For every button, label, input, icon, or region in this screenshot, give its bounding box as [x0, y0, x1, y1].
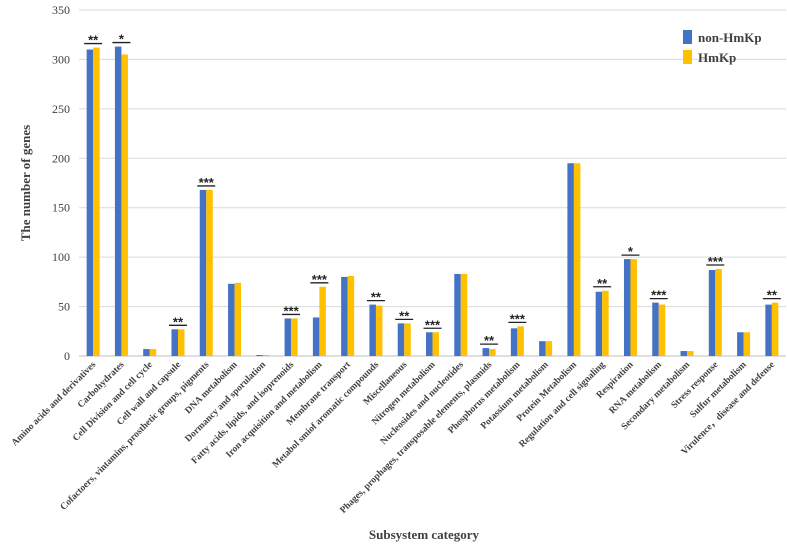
bar-non-hmkp: [86, 49, 94, 357]
bar-hmkp: [517, 326, 524, 356]
significance-label: **: [371, 290, 382, 305]
significance-label: **: [399, 308, 410, 323]
bar-hmkp: [545, 341, 553, 356]
bar-non-hmkp: [397, 323, 405, 356]
bar-hmkp: [262, 355, 270, 356]
bar-hmkp: [347, 275, 355, 356]
y-tick-label: 250: [52, 102, 70, 116]
bar-hmkp: [658, 304, 666, 356]
significance-label: ***: [284, 303, 300, 318]
bar-hmkp: [771, 302, 779, 356]
y-tick-label: 300: [52, 52, 70, 66]
bar-non-hmkp: [765, 304, 772, 356]
bar-non-hmkp: [567, 163, 574, 356]
bar-hmkp: [319, 286, 326, 356]
bar-hmkp: [489, 349, 496, 356]
legend-label-non-hmkp: non-HmKp: [698, 30, 762, 45]
bar-non-hmkp: [312, 317, 320, 356]
bar-non-hmkp: [623, 259, 631, 356]
significance-label: ***: [312, 272, 328, 287]
significance-label: **: [173, 314, 184, 329]
bar-hmkp: [121, 54, 128, 356]
category-label-layer: Amino acids and derivativesCarbohydrates…: [10, 359, 777, 515]
legend-swatch-non-hmkp: [683, 30, 692, 44]
bar-non-hmkp: [199, 189, 207, 356]
bar-non-hmkp: [228, 283, 235, 356]
bar-layer: [86, 46, 779, 357]
bar-non-hmkp: [482, 348, 490, 356]
significance-label: **: [597, 276, 608, 291]
bar-non-hmkp: [341, 276, 348, 356]
bar-non-hmkp: [284, 318, 292, 356]
significance-label: ***: [651, 288, 667, 303]
grid-layer: [79, 9, 786, 308]
legend-swatch-hmkp: [683, 50, 692, 64]
bar-non-hmkp: [539, 341, 546, 356]
bar-non-hmkp: [143, 349, 150, 356]
significance-label: ***: [708, 254, 724, 269]
legend: non-HmKp HmKp: [683, 30, 762, 65]
bar-non-hmkp: [256, 355, 263, 356]
legend-label-hmkp: HmKp: [698, 50, 736, 65]
bar-hmkp: [375, 305, 383, 356]
y-tick-label: 350: [52, 3, 70, 17]
significance-label: **: [484, 333, 495, 348]
bar-non-hmkp: [510, 328, 518, 356]
significance-label: ***: [510, 311, 526, 326]
significance-label: *: [628, 244, 634, 259]
bar-hmkp: [206, 189, 213, 356]
bar-hmkp: [630, 259, 637, 356]
y-tick-label: 0: [64, 349, 70, 363]
bar-hmkp: [234, 282, 242, 356]
bar-non-hmkp: [652, 302, 659, 356]
y-axis-title: The number of genes: [18, 125, 33, 241]
bar-hmkp: [404, 323, 411, 356]
bar-non-hmkp: [454, 273, 461, 356]
bar-non-hmkp: [737, 332, 744, 356]
significance-label: *: [119, 32, 125, 47]
bar-hmkp: [149, 349, 157, 356]
bar-non-hmkp: [426, 332, 433, 356]
x-tick-label: RNA metabolism: [608, 360, 664, 416]
bar-hmkp: [432, 332, 439, 356]
bar-hmkp: [573, 163, 581, 356]
y-tick-label: 150: [52, 201, 70, 215]
significance-label: **: [88, 33, 99, 48]
bar-hmkp: [291, 318, 298, 356]
bar-hmkp: [715, 269, 722, 356]
x-tick-label: DNA metabolism: [184, 360, 240, 416]
bar-hmkp: [460, 273, 468, 356]
significance-label: **: [767, 288, 778, 303]
bar-non-hmkp: [171, 329, 178, 356]
bar-hmkp: [602, 290, 609, 356]
bar-hmkp: [743, 332, 751, 356]
x-tick-label: Metabol smiof aromatic compounds: [271, 360, 381, 470]
bar-hmkp: [177, 329, 185, 356]
bar-hmkp: [93, 47, 100, 357]
y-tick-label: 50: [58, 300, 70, 314]
bar-non-hmkp: [708, 269, 716, 356]
x-axis-title: Subsystem category: [369, 527, 480, 542]
x-tick-label: Fatty acids, lipids, and isoprenoids: [190, 360, 296, 466]
axis-layer: 0 50 100 150 200 250 300 350: [52, 3, 786, 363]
bar-non-hmkp: [680, 351, 688, 356]
bar-hmkp: [687, 351, 694, 356]
significance-label: ***: [425, 317, 441, 332]
significance-layer: ** ***********************************: [84, 32, 781, 348]
bar-non-hmkp: [369, 304, 376, 356]
bar-non-hmkp: [595, 291, 603, 356]
y-tick-label: 200: [52, 151, 70, 165]
significance-label: ***: [199, 175, 215, 190]
bar-non-hmkp: [114, 46, 122, 356]
y-tick-label: 100: [52, 250, 70, 264]
